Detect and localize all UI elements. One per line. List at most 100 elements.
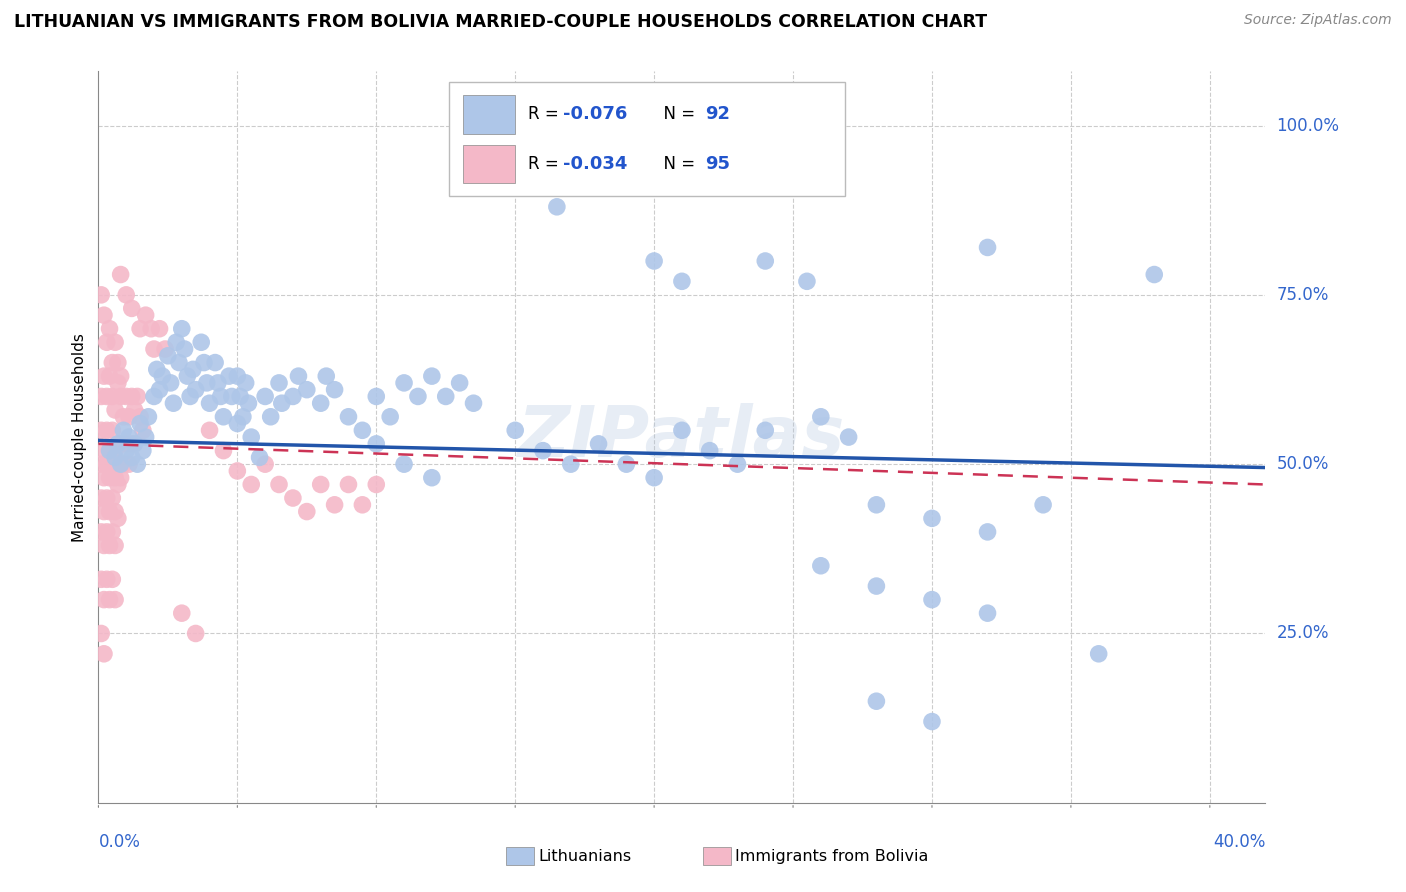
Point bbox=[138, 409, 160, 424]
Point bbox=[121, 301, 143, 316]
Text: -0.034: -0.034 bbox=[562, 154, 627, 172]
Point bbox=[98, 443, 121, 458]
Point bbox=[170, 322, 193, 336]
Point bbox=[90, 572, 112, 586]
Point bbox=[226, 369, 249, 384]
Point bbox=[270, 396, 292, 410]
Point bbox=[337, 409, 360, 424]
Point bbox=[226, 464, 249, 478]
Point bbox=[107, 457, 129, 471]
Text: 0.0%: 0.0% bbox=[98, 833, 141, 851]
Point bbox=[337, 477, 360, 491]
Point bbox=[352, 423, 374, 437]
Point bbox=[127, 389, 149, 403]
Point bbox=[463, 396, 485, 410]
Point bbox=[179, 389, 201, 403]
Text: Lithuanians: Lithuanians bbox=[538, 849, 631, 863]
Point bbox=[727, 457, 749, 471]
Point bbox=[193, 355, 215, 369]
Point bbox=[101, 355, 124, 369]
Point bbox=[287, 369, 309, 384]
Point bbox=[127, 457, 149, 471]
Point bbox=[643, 254, 665, 268]
Point bbox=[921, 511, 943, 525]
Point bbox=[176, 369, 198, 384]
Point bbox=[115, 288, 138, 302]
Point bbox=[240, 477, 263, 491]
Point bbox=[98, 471, 121, 485]
Point bbox=[115, 437, 138, 451]
Text: N =: N = bbox=[652, 154, 700, 172]
Point bbox=[129, 409, 152, 424]
Point bbox=[107, 376, 129, 390]
Point bbox=[121, 389, 143, 403]
Point bbox=[90, 288, 112, 302]
Point bbox=[107, 511, 129, 525]
Point bbox=[976, 524, 998, 539]
Point bbox=[93, 538, 115, 552]
Point bbox=[104, 538, 127, 552]
Point bbox=[104, 403, 127, 417]
Point bbox=[212, 409, 235, 424]
Point bbox=[98, 538, 121, 552]
Text: 50.0%: 50.0% bbox=[1277, 455, 1329, 473]
Point bbox=[118, 409, 141, 424]
Point bbox=[366, 389, 388, 403]
FancyBboxPatch shape bbox=[463, 145, 515, 183]
Point bbox=[150, 369, 173, 384]
Point bbox=[810, 558, 832, 573]
Point bbox=[218, 369, 240, 384]
Point bbox=[148, 322, 170, 336]
Point bbox=[129, 322, 152, 336]
Text: 40.0%: 40.0% bbox=[1213, 833, 1265, 851]
Point bbox=[1143, 268, 1166, 282]
Point bbox=[115, 389, 138, 403]
Point bbox=[96, 572, 118, 586]
Point bbox=[110, 369, 132, 384]
Point bbox=[110, 457, 132, 471]
Point bbox=[420, 369, 443, 384]
Point bbox=[118, 457, 141, 471]
Point bbox=[267, 477, 290, 491]
Point bbox=[190, 335, 212, 350]
Point bbox=[101, 389, 124, 403]
Point bbox=[392, 457, 415, 471]
Point bbox=[96, 491, 118, 505]
Point bbox=[181, 362, 204, 376]
Point bbox=[107, 355, 129, 369]
Point bbox=[90, 457, 112, 471]
Point bbox=[921, 714, 943, 729]
Point bbox=[212, 443, 235, 458]
Point bbox=[281, 389, 304, 403]
Point bbox=[93, 592, 115, 607]
Point bbox=[671, 423, 693, 437]
Point bbox=[135, 430, 157, 444]
Point bbox=[112, 409, 135, 424]
Point bbox=[754, 423, 776, 437]
Point bbox=[184, 383, 207, 397]
Text: Source: ZipAtlas.com: Source: ZipAtlas.com bbox=[1244, 13, 1392, 28]
Point bbox=[531, 443, 554, 458]
Point bbox=[309, 477, 332, 491]
Point bbox=[207, 376, 229, 390]
Point bbox=[198, 396, 221, 410]
Text: Immigrants from Bolivia: Immigrants from Bolivia bbox=[735, 849, 929, 863]
Point bbox=[254, 457, 277, 471]
Point bbox=[235, 376, 257, 390]
Point bbox=[104, 450, 127, 465]
Text: R =: R = bbox=[527, 154, 564, 172]
Point bbox=[240, 430, 263, 444]
Point bbox=[588, 437, 610, 451]
Point bbox=[204, 355, 226, 369]
Point bbox=[754, 254, 776, 268]
Point bbox=[107, 477, 129, 491]
Point bbox=[101, 491, 124, 505]
Point bbox=[124, 403, 146, 417]
Point bbox=[796, 274, 818, 288]
Point bbox=[560, 457, 582, 471]
Text: 92: 92 bbox=[706, 104, 730, 123]
Point bbox=[141, 322, 163, 336]
FancyBboxPatch shape bbox=[463, 95, 515, 134]
Point bbox=[143, 389, 166, 403]
Point bbox=[406, 389, 429, 403]
